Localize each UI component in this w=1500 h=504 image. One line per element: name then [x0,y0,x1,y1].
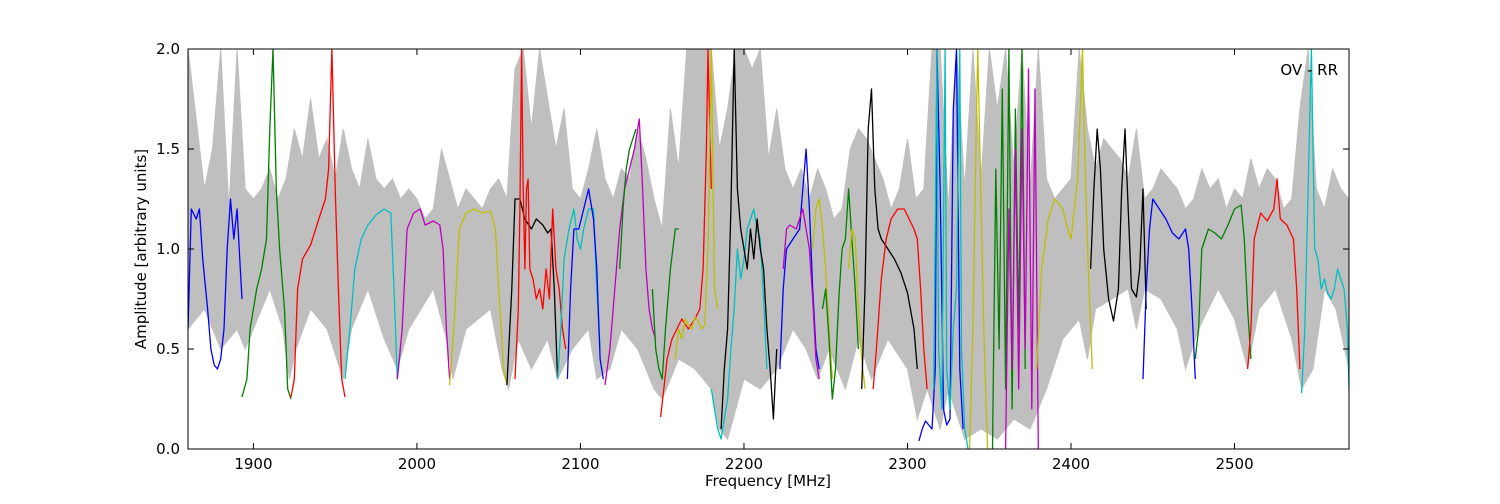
series-line-28 [991,49,1026,449]
x-tick-label: 2200 [725,455,763,473]
series-line-1 [188,198,243,370]
x-tick-label: 2000 [398,455,436,473]
series-line-21 [821,188,860,400]
x-tick-label: 2400 [1052,455,1090,473]
series-line-29 [1004,68,1039,449]
x-axis-label: Frequency [MHz] [705,472,831,490]
series-line-27 [968,49,989,449]
series-line-15 [674,49,719,360]
series-line-19 [782,208,820,380]
series-line-23 [861,88,918,390]
series-line-25 [918,49,964,442]
series-line-10 [566,188,604,380]
series-line-13 [651,228,679,380]
annotation-label: OV - RR [1280,61,1338,79]
series-line-6 [448,208,508,386]
x-tick-label: 2300 [888,455,926,473]
series-line-24 [872,208,928,390]
series-line-31 [1089,128,1147,322]
series-line-11 [604,118,657,386]
series-line-20 [812,198,833,380]
series-line-14 [659,49,712,418]
series-line-12 [619,128,637,270]
series-line-34 [1246,178,1301,370]
x-tick-label: 2100 [561,455,599,473]
y-tick-label: 2.0 [156,40,180,58]
y-tick-label: 1.0 [156,240,180,258]
y-tick-label: 0.5 [156,340,180,358]
series-line-16 [710,208,768,440]
series-line-3 [290,49,346,398]
series-line-32 [1142,198,1196,380]
series-line-8 [514,49,567,380]
envelope-band [188,49,1349,441]
y-tick-label: 1.5 [156,140,180,158]
x-tick-label: 1900 [234,455,272,473]
ticks-layer: 1900 2000 2100 2200 2300 2400 2500 0.0 0.5 1.0 1.5… [156,40,1349,473]
y-axis-label: Amplitude [arbitrary units] [132,149,150,349]
envelope-layer [188,49,1349,441]
series-line-26 [933,49,969,449]
series-line-17 [720,49,778,430]
series-line-35 [1300,49,1349,394]
series-line-2 [241,49,292,400]
x-tick-label: 2500 [1215,455,1253,473]
series-line-30 [1036,49,1093,370]
series-line-5 [396,208,451,380]
series-layer [188,49,1349,449]
series-line-33 [1194,204,1252,360]
y-tick-label: 0.0 [156,440,180,458]
series-line-4 [344,208,402,380]
